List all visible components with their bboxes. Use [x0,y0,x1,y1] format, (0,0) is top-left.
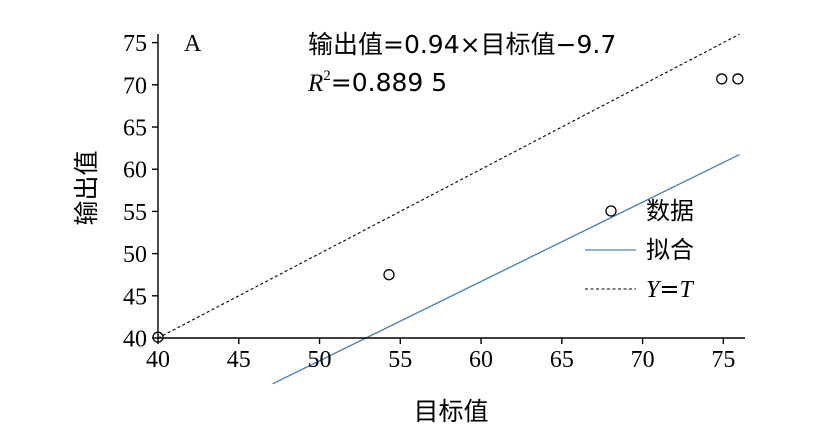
y-tick-label: 75 [123,31,147,57]
legend-data-label: 数据 [646,197,694,225]
r-squared-value: =0.889 5 [331,68,447,97]
x-ticks: 40 45 50 55 60 65 70 75 [146,338,735,373]
r-squared-superscript: 2 [323,68,331,84]
reference-line [157,33,740,339]
r-squared: R2=0.889 5 [307,68,447,97]
legend: 数据 拟合 Y=T [585,197,694,303]
fit-line [272,153,740,385]
legend-ref-t: T [679,277,694,303]
legend-ref-y: Y [646,277,662,303]
panel-label: A [184,31,202,57]
x-tick-label: 60 [469,347,493,373]
fit-equation: 输出值=0.94×目标值−9.7 [308,30,616,59]
data-point [732,73,744,85]
r-squared-symbol: R [307,70,323,97]
legend-fit-label: 拟合 [646,236,694,264]
x-tick-label: 70 [631,347,655,373]
x-tick-label: 75 [711,347,735,373]
y-tick-label: 50 [123,242,147,268]
legend-reference-label: Y=T [646,275,694,303]
x-tick-label: 50 [308,347,332,373]
x-tick-label: 55 [388,347,412,373]
y-tick-label: 60 [123,158,147,184]
y-ticks: 40 45 50 55 60 65 70 75 [123,31,158,353]
x-axis-title: 目标值 [413,397,488,426]
y-tick-label: 40 [123,327,147,353]
x-tick-label: 65 [550,347,574,373]
data-point [383,269,395,281]
y-tick-label: 45 [123,284,147,310]
y-axis-title: 输出值 [72,150,101,225]
y-tick-label: 55 [123,200,147,226]
x-tick-label: 40 [146,347,170,373]
x-tick-label: 45 [227,347,251,373]
legend-ref-eq: = [659,275,679,303]
y-tick-label: 65 [123,116,147,142]
plot-lines [157,33,740,385]
data-point [716,73,728,85]
y-tick-label: 70 [123,73,147,99]
legend-data-marker [605,205,617,217]
